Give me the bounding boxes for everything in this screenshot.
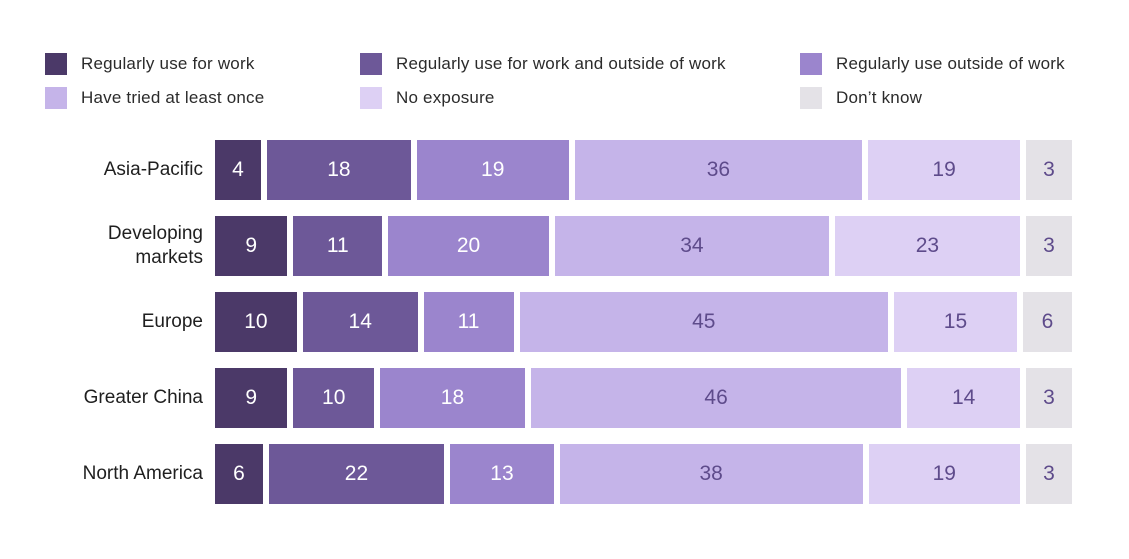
legend-swatch-icon [800,87,822,109]
bar-value-label: 19 [932,158,956,181]
bar-segment: 13 [450,444,554,504]
bar-segment: 34 [555,216,829,276]
legend-swatch-icon [360,87,382,109]
legend-label: Regularly use for work [81,54,255,73]
bar-segment: 10 [293,368,374,428]
bar-value-label: 4 [232,158,244,181]
legend-label: Regularly use for work and outside of wo… [396,54,726,73]
category-label: Greater China [83,387,203,409]
bar-stack: 9 11 20 34 23 3 [215,216,1072,276]
bar-value-label: 3 [1043,462,1055,485]
bar-segment: 6 [1022,292,1072,352]
bar-value-label: 9 [245,234,258,257]
bar-value-label: 38 [699,462,723,485]
stacked-bar-chart: Asia-Pacific 4 18 19 36 19 3 Developing … [0,140,1129,504]
bar-segment: 3 [1026,368,1072,428]
bar-stack: 10 14 11 45 15 6 [215,292,1072,352]
bar-value-label: 10 [322,386,346,409]
legend-label: Have tried at least once [81,88,265,107]
bar-value-label: 3 [1043,158,1055,181]
legend-item: Regularly use for work and outside of wo… [360,53,800,75]
bar-value-label: 20 [456,234,481,257]
legend-swatch-icon [45,87,67,109]
bar-segment: 19 [416,140,569,200]
chart-row: Developing markets 9 11 20 34 23 3 [0,216,1072,276]
bar-segment: 14 [302,292,418,352]
bar-value-label: 23 [915,234,940,257]
bar-segment: 18 [267,140,411,200]
bar-value-label: 19 [932,462,956,485]
bar-segment: 14 [907,368,1020,428]
bar-segment: 3 [1026,140,1072,200]
bar-value-label: 36 [706,158,731,181]
bar-segment: 4 [215,140,261,200]
bar-segment: 3 [1026,216,1072,276]
bar-segment: 22 [268,444,445,504]
legend-item: Regularly use for work [45,53,360,75]
chart-row: North America 6 22 13 38 19 3 [0,444,1073,504]
bar-value-label: 6 [1041,310,1054,333]
bar-stack: 9 10 18 46 14 3 [215,368,1072,428]
bar-value-label: 22 [344,462,369,485]
bar-segment: 36 [574,140,863,200]
bar-value-label: 3 [1043,234,1055,257]
legend-item: Don’t know [800,87,1129,109]
bar-segment: 15 [894,292,1017,352]
chart-row: Asia-Pacific 4 18 19 36 19 3 [0,140,1072,200]
bar-value-label: 18 [440,386,465,409]
bar-segment: 6 [215,444,263,504]
bar-segment: 38 [559,444,863,504]
chart-row: Greater China 9 10 18 46 14 3 [0,368,1072,428]
category-label: Europe [141,311,203,333]
category-label: Developing markets [107,223,203,268]
legend-swatch-icon [360,53,382,75]
legend-label: Regularly use outside of work [836,54,1065,73]
bar-value-label: 15 [943,310,968,333]
category-label: Asia-Pacific [103,159,203,181]
legend-label: No exposure [396,88,495,107]
legend-item: No exposure [360,87,800,109]
bar-segment: 9 [215,216,288,276]
bar-value-label: 3 [1043,386,1055,409]
bar-value-label: 11 [457,310,480,333]
legend-label: Don’t know [836,88,923,107]
bar-segment: 20 [388,216,550,276]
bar-value-label: 19 [481,158,505,181]
bar-value-label: 18 [327,158,351,181]
bar-segment: 11 [293,216,383,276]
bar-segment: 11 [423,292,514,352]
bar-segment: 19 [868,444,1021,504]
bar-value-label: 9 [245,386,258,409]
bar-value-label: 10 [244,310,268,333]
bar-segment: 18 [379,368,525,428]
chart-row: Europe 10 14 11 45 15 6 [0,292,1072,352]
bar-segment: 23 [834,216,1020,276]
category-label: North America [82,463,203,485]
bar-segment: 45 [519,292,889,352]
bar-segment: 19 [868,140,1020,200]
bar-value-label: 13 [490,462,514,485]
bar-value-label: 14 [951,386,976,409]
bar-segment: 3 [1026,444,1073,504]
bar-value-label: 46 [704,386,728,409]
legend-swatch-icon [800,53,822,75]
bar-value-label: 11 [326,234,349,257]
legend: Regularly use for work Regularly use for… [0,0,1129,109]
bar-stack: 6 22 13 38 19 3 [215,444,1073,504]
bar-segment: 10 [215,292,297,352]
bar-value-label: 14 [348,310,372,333]
legend-swatch-icon [45,53,67,75]
bar-segment: 46 [530,368,902,428]
bar-stack: 4 18 19 36 19 3 [215,140,1072,200]
legend-item: Regularly use outside of work [800,53,1129,75]
legend-item: Have tried at least once [45,87,360,109]
bar-value-label: 6 [233,462,245,485]
bar-value-label: 34 [680,234,704,257]
bar-value-label: 45 [692,310,716,333]
bar-segment: 9 [215,368,288,428]
